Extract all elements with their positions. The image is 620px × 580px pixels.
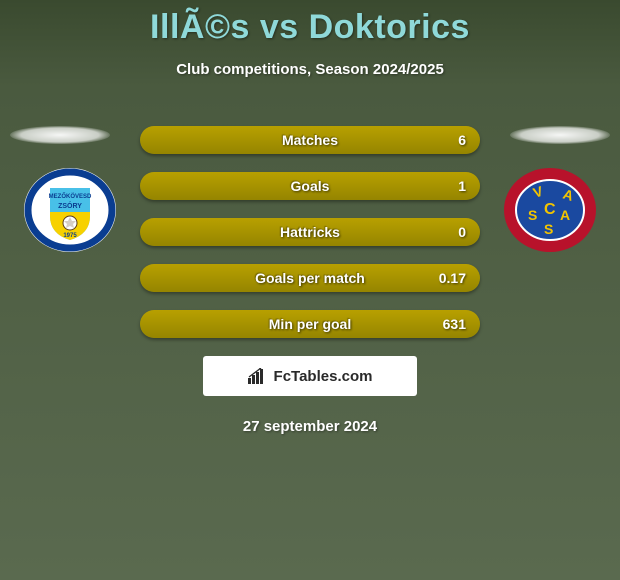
stat-value: 6 <box>458 132 466 148</box>
stat-bar-hattricks: Hattricks 0 <box>140 218 480 246</box>
svg-text:MEZŐKÖVESD: MEZŐKÖVESD <box>49 193 92 200</box>
page-title: IllÃ©s vs Doktorics <box>0 0 620 47</box>
stats-list: Matches 6 Goals 1 Hattricks 0 Goals per … <box>140 126 480 338</box>
stat-label: Hattricks <box>280 224 340 240</box>
badge-shadow-right <box>510 126 610 144</box>
svg-text:C: C <box>544 201 556 218</box>
branding-box[interactable]: FcTables.com <box>203 356 417 396</box>
club-badge-left: MEZŐKÖVESD ZSÓRY 1975 <box>20 168 120 253</box>
shield-icon: MEZŐKÖVESD ZSÓRY 1975 <box>20 168 120 253</box>
svg-text:A: A <box>560 207 570 223</box>
shield-icon: V A S A S C <box>500 168 600 253</box>
club-badge-right: V A S A S C <box>500 168 600 253</box>
svg-text:S: S <box>528 207 537 223</box>
svg-text:1975: 1975 <box>63 233 77 239</box>
svg-text:S: S <box>544 221 553 237</box>
stat-bar-matches: Matches 6 <box>140 126 480 154</box>
stat-label: Goals <box>291 178 330 194</box>
stat-bar-min-per-goal: Min per goal 631 <box>140 310 480 338</box>
content-row: Matches 6 Goals 1 Hattricks 0 Goals per … <box>0 126 620 338</box>
stat-bar-goals-per-match: Goals per match 0.17 <box>140 264 480 292</box>
svg-text:ZSÓRY: ZSÓRY <box>58 201 82 210</box>
badge-shadow-left <box>10 126 110 144</box>
stat-label: Goals per match <box>255 270 365 286</box>
stat-label: Min per goal <box>269 316 351 332</box>
stat-value: 0 <box>458 224 466 240</box>
stat-bar-goals: Goals 1 <box>140 172 480 200</box>
stat-value: 0.17 <box>439 270 466 286</box>
bar-chart-icon <box>248 368 268 384</box>
stat-label: Matches <box>282 132 338 148</box>
stat-value: 631 <box>443 316 466 332</box>
footer-date: 27 september 2024 <box>0 418 620 435</box>
branding-label: FcTables.com <box>274 368 373 385</box>
stat-value: 1 <box>458 178 466 194</box>
subtitle: Club competitions, Season 2024/2025 <box>0 61 620 78</box>
